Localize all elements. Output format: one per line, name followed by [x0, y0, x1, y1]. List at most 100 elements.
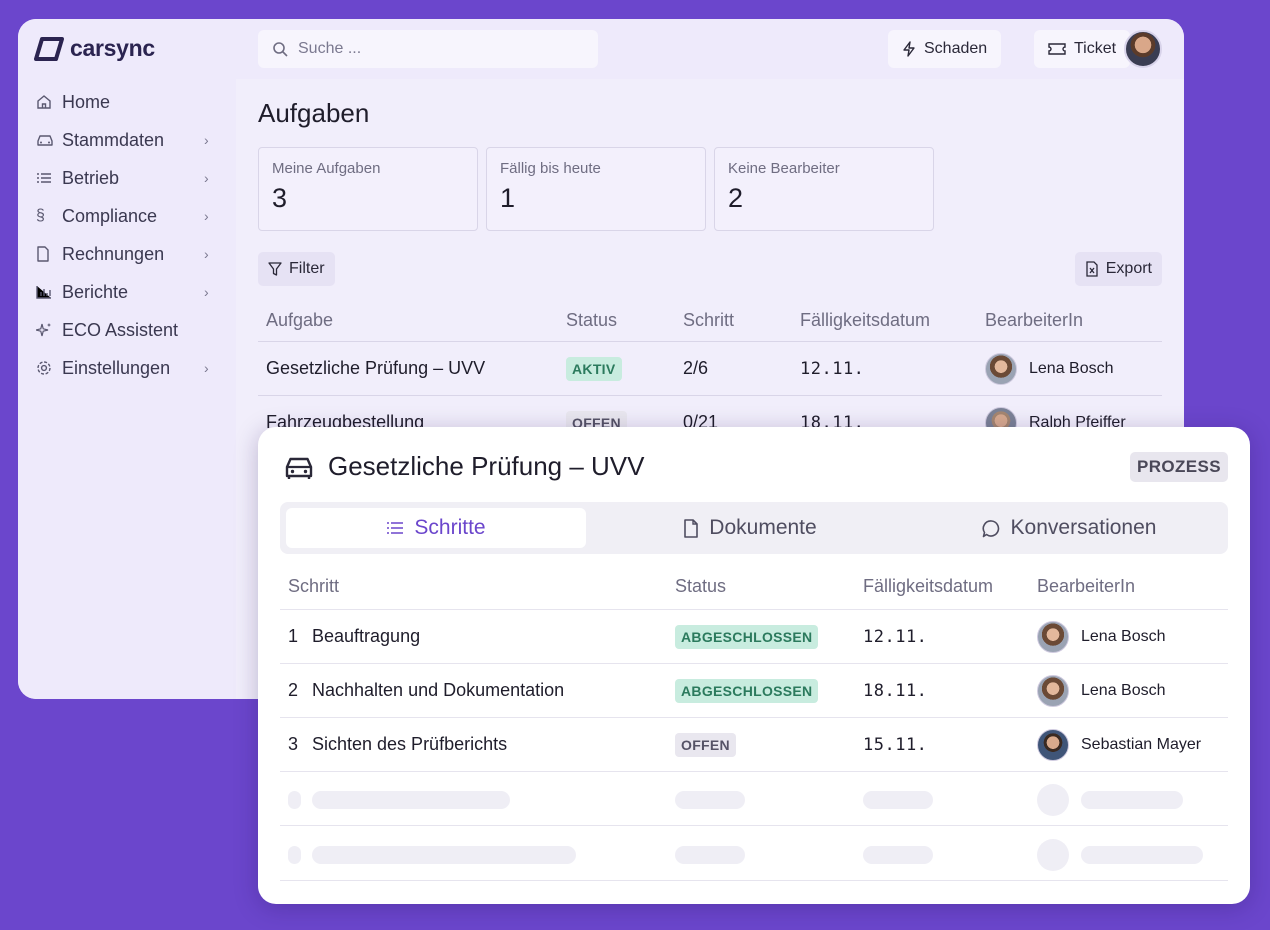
sidebar-item-label: Berichte	[62, 281, 129, 302]
sparkle-icon	[36, 322, 62, 338]
tasks-table-header: Aufgabe Status Schritt Fälligkeitsdatum …	[258, 304, 1162, 342]
tab-konversationen[interactable]: Konversationen	[914, 508, 1224, 548]
list-icon	[36, 171, 62, 185]
table-row[interactable]: Gesetzliche Prüfung – UVV AKTIV 2/6 12.1…	[258, 342, 1162, 396]
export-label: Export	[1105, 260, 1152, 277]
table-row[interactable]: 3 Sichten des Prüfberichts OFFEN 15.11. …	[280, 718, 1228, 772]
kpi-card-meine-aufgaben[interactable]: Meine Aufgaben 3	[258, 147, 478, 231]
excel-file-icon	[1086, 261, 1098, 277]
column-header[interactable]: Aufgabe	[266, 310, 334, 330]
list-icon	[387, 522, 404, 534]
skeleton-bar	[863, 846, 933, 864]
filter-icon	[268, 262, 282, 276]
chat-icon	[982, 519, 999, 537]
logo[interactable]: carsync	[34, 35, 155, 62]
column-header[interactable]: Status	[566, 310, 618, 330]
steps-table-header: Schritt Status Fälligkeitsdatum Bearbeit…	[280, 565, 1228, 610]
assignee-name: Lena Bosch	[1081, 627, 1166, 645]
kpi-card-faellig[interactable]: Fällig bis heute 1	[486, 147, 706, 231]
filter-button[interactable]: Filter	[258, 252, 335, 286]
tab-label: Schritte	[414, 516, 486, 539]
column-header[interactable]: Schritt	[288, 576, 340, 596]
step-name: Beauftragung	[312, 626, 421, 646]
sidebar-item-compliance[interactable]: § Compliance ›	[36, 197, 218, 235]
sidebar-item-rechnungen[interactable]: Rechnungen ›	[36, 235, 218, 273]
sidebar-item-label: Einstellungen	[62, 357, 171, 378]
app-window: carsync Home Stammdaten › Betrieb	[18, 19, 1184, 699]
task-name: Gesetzliche Prüfung – UVV	[266, 358, 486, 378]
tab-dokumente[interactable]: Dokumente	[600, 508, 900, 548]
column-header[interactable]: Status	[675, 576, 727, 596]
step-number: 3	[288, 734, 299, 754]
card-title: Gesetzliche Prüfung – UVV	[328, 451, 645, 481]
column-header[interactable]: Fälligkeitsdatum	[863, 576, 994, 596]
filter-label: Filter	[289, 260, 325, 277]
assignee-name: Lena Bosch	[1081, 681, 1166, 699]
sidebar-item-label: Compliance	[62, 205, 158, 226]
due-date: 12.11.	[800, 358, 865, 379]
table-row[interactable]: 2 Nachhalten und Dokumentation ABGESCHLO…	[280, 664, 1228, 718]
column-header[interactable]: Schritt	[683, 310, 735, 330]
sidebar-item-eco-assistent[interactable]: ECO Assistent	[36, 311, 218, 349]
export-button[interactable]: Export	[1074, 252, 1162, 286]
column-header[interactable]: BearbeiterIn	[1037, 576, 1136, 596]
kpi-value: 3	[272, 183, 288, 213]
chevron-right-icon: ›	[204, 246, 209, 262]
skeleton-bar	[288, 846, 301, 864]
sidebar-item-label: ECO Assistent	[62, 319, 179, 340]
kpi-label: Fällig bis heute	[500, 160, 601, 177]
kpi-card-keine-bearbeiter[interactable]: Keine Bearbeiter 2	[714, 147, 934, 231]
lightning-icon	[903, 41, 915, 57]
chevron-right-icon: ›	[204, 208, 209, 224]
assignee-name: Lena Bosch	[1029, 359, 1114, 377]
sidebar-nav: Home Stammdaten › Betrieb › § Compliance…	[36, 83, 218, 387]
logo-icon	[34, 36, 64, 61]
skeleton-row	[280, 827, 1228, 881]
sidebar-item-einstellungen[interactable]: Einstellungen ›	[36, 349, 218, 387]
skeleton-avatar	[1037, 839, 1069, 871]
sidebar-item-label: Betrieb	[62, 167, 120, 188]
sidebar-item-stammdaten[interactable]: Stammdaten ›	[36, 121, 218, 159]
search-placeholder: Suche ...	[298, 40, 362, 57]
ticket-button[interactable]: Ticket	[1034, 30, 1131, 68]
chevron-right-icon: ›	[204, 360, 209, 376]
assignee-name: Ralph Pfeiffer	[1029, 413, 1126, 431]
home-icon	[36, 94, 62, 110]
avatar	[1037, 620, 1069, 653]
skeleton-row	[280, 772, 1228, 826]
section-icon: §	[36, 207, 45, 224]
column-header[interactable]: BearbeiterIn	[985, 310, 1084, 330]
sidebar-item-home[interactable]: Home	[36, 83, 218, 121]
chevron-right-icon: ›	[204, 284, 209, 300]
sidebar-item-label: Rechnungen	[62, 243, 165, 264]
step-name: Nachhalten und Dokumentation	[312, 680, 565, 700]
avatar	[1037, 674, 1069, 707]
step-name: Sichten des Prüfberichts	[312, 734, 508, 754]
avatar	[1037, 728, 1069, 761]
tab-schritte[interactable]: Schritte	[286, 508, 586, 548]
schaden-button[interactable]: Schaden	[888, 30, 1002, 68]
skeleton-bar	[288, 791, 301, 809]
user-avatar[interactable]	[1124, 30, 1162, 68]
bar-chart-icon	[36, 285, 62, 299]
sidebar: carsync Home Stammdaten › Betrieb	[18, 19, 236, 699]
skeleton-bar	[1081, 846, 1203, 864]
process-badge: PROZESS	[1129, 452, 1228, 482]
avatar	[985, 352, 1017, 385]
sidebar-item-betrieb[interactable]: Betrieb ›	[36, 159, 218, 197]
top-bar: Suche ... Schaden Ticket	[236, 19, 1184, 79]
sidebar-item-label: Stammdaten	[62, 129, 165, 150]
table-row[interactable]: 1 Beauftragung ABGESCHLOSSEN 12.11. Lena…	[280, 610, 1228, 664]
process-detail-card: Gesetzliche Prüfung – UVV PROZESS Schrit…	[258, 427, 1250, 904]
search-input[interactable]: Suche ...	[258, 30, 598, 68]
kpi-label: Keine Bearbeiter	[728, 160, 840, 177]
search-icon	[273, 42, 288, 57]
status-badge: AKTIV	[566, 356, 622, 381]
due-date: 12.11.	[863, 626, 928, 647]
chevron-right-icon: ›	[204, 132, 209, 148]
kpi-label: Meine Aufgaben	[272, 160, 381, 177]
status-badge: OFFEN	[675, 732, 736, 757]
sidebar-item-berichte[interactable]: Berichte ›	[36, 273, 218, 311]
gear-icon	[36, 360, 62, 376]
column-header[interactable]: Fälligkeitsdatum	[800, 310, 931, 330]
